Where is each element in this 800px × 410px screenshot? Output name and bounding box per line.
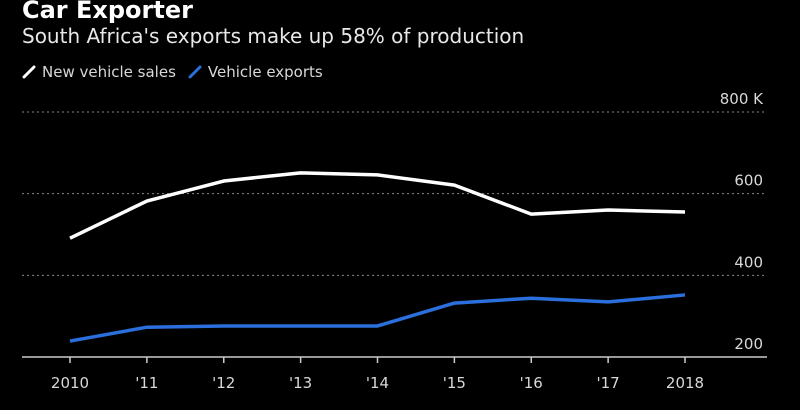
y-tick-label: 400 [734, 253, 763, 271]
series-line-new-vehicle-sales [69, 171, 686, 240]
y-tick-label: 600 [734, 172, 763, 190]
legend-label-exports: Vehicle exports [207, 63, 323, 81]
series-line-vehicle-exports [69, 293, 686, 343]
x-tick-label: '17 [597, 374, 620, 392]
y-tick-label: 800 K [720, 90, 764, 108]
x-tick-label: '16 [520, 374, 543, 392]
legend-item-sales: New vehicle sales [22, 63, 176, 81]
y-tick-label: 200 [734, 335, 763, 353]
x-tick-label: '12 [212, 374, 235, 392]
x-tick-label: 2010 [51, 374, 89, 392]
chart-subtitle: South Africa's exports make up 58% of pr… [22, 24, 525, 48]
legend-swatch-sales-icon [22, 65, 36, 79]
legend-item-exports: Vehicle exports [188, 63, 323, 81]
series-layer [69, 171, 686, 343]
legend-label-sales: New vehicle sales [42, 63, 176, 81]
legend-swatch-exports-icon [188, 65, 202, 79]
x-tick-label: 2018 [666, 374, 704, 392]
x-tick-label: '11 [135, 374, 158, 392]
x-tick-label: '15 [443, 374, 466, 392]
grid-layer: 200 400 600 800 K [22, 90, 767, 353]
x-tick-label: '14 [366, 374, 389, 392]
legend: New vehicle sales Vehicle exports [22, 63, 335, 81]
chart-title: Car Exporter [22, 0, 193, 24]
x-tick-label: '13 [289, 374, 312, 392]
x-axis: 2010 '11 '12 '13 '14 '15 '16 '17 2018 [22, 356, 767, 392]
